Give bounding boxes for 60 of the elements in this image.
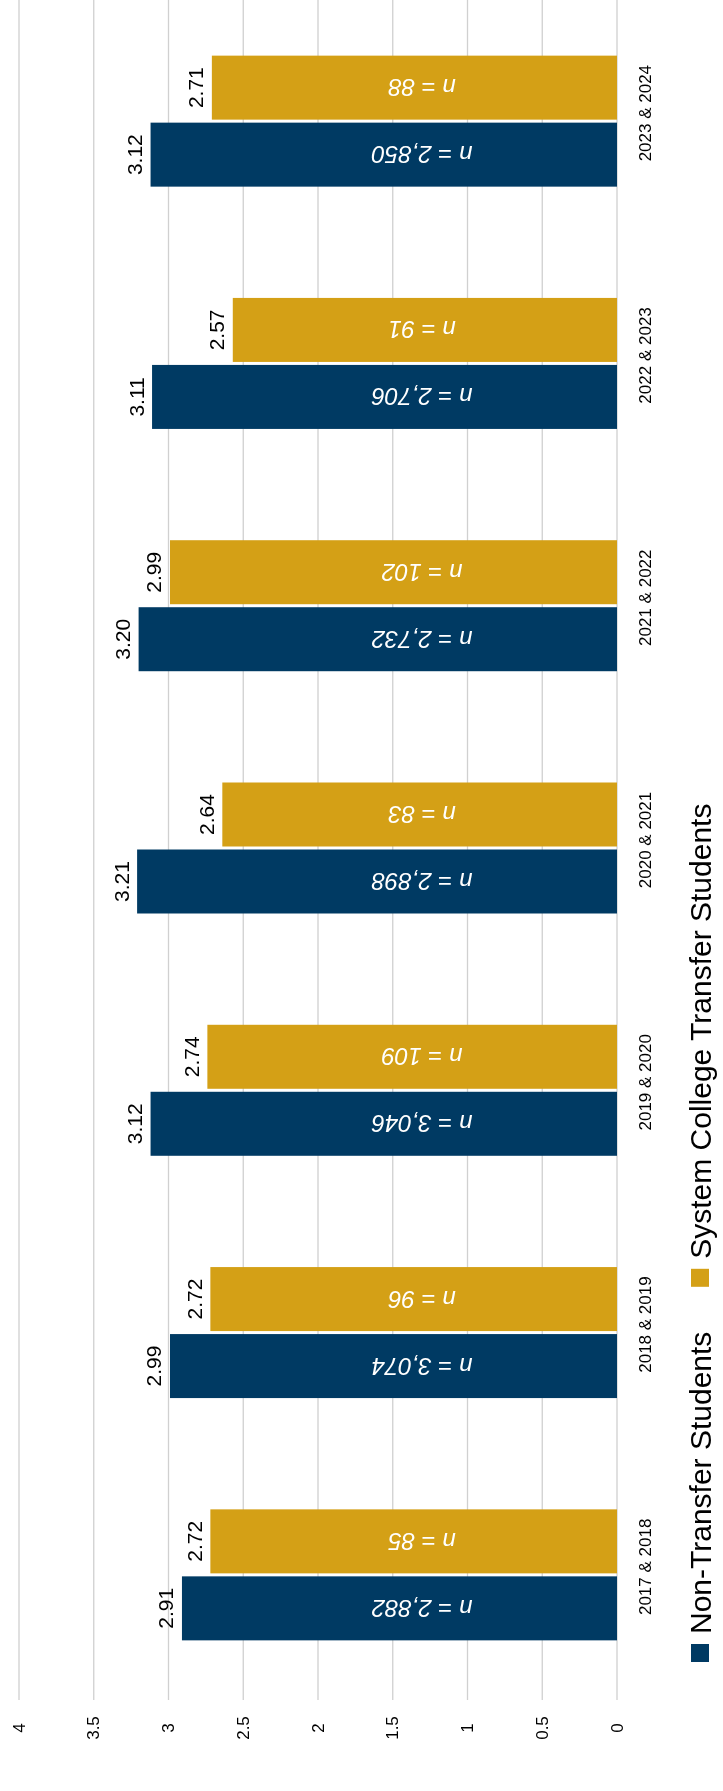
data-label: 2.74 (179, 1036, 203, 1078)
data-label: 3.20 (111, 618, 135, 660)
x-tick-label: 0 (607, 1723, 627, 1733)
x-tick-label: 3.5 (84, 1716, 104, 1740)
bar (150, 1091, 617, 1156)
y-tick-label: 2023 & 2024 (635, 64, 655, 162)
annotation: n = 91 (388, 316, 456, 344)
bar (222, 782, 617, 847)
x-tick-label: 1 (458, 1723, 477, 1733)
x-tick-label: 2 (308, 1723, 328, 1733)
annotation: n = 2,732 (371, 625, 473, 653)
y-tick-label: 2019 & 2020 (635, 1034, 655, 1131)
annotation: n = 109 (381, 1043, 463, 1071)
bar (211, 55, 617, 120)
data-label: 3.21 (109, 861, 133, 902)
annotation: n = 3,074 (371, 1352, 473, 1380)
y-tick-label: 2020 & 2021 (635, 791, 655, 889)
y-tick-label: 2018 & 2019 (635, 1276, 655, 1373)
bar (232, 297, 617, 362)
y-tick-label: 2017 & 2018 (635, 1518, 655, 1616)
annotation: n = 2,850 (370, 141, 473, 169)
data-label: 2.64 (194, 793, 218, 835)
data-label: 2.72 (182, 1520, 206, 1562)
y-tick-label: 2022 & 2023 (635, 307, 655, 404)
data-label: 2.91 (154, 1587, 178, 1629)
bar (181, 1576, 617, 1641)
x-tick-label: 0.5 (532, 1716, 552, 1740)
annotation: n = 85 (387, 1527, 456, 1555)
bar (137, 849, 617, 914)
bar (138, 607, 617, 672)
annotation: n = 2,706 (370, 383, 473, 411)
annotation: n = 83 (387, 801, 456, 828)
text: System College Transfer Students (683, 803, 717, 1259)
x-tick-label: 3 (159, 1723, 178, 1733)
bar (152, 364, 617, 429)
annotation: n = 2,898 (370, 868, 473, 895)
bar (170, 540, 617, 605)
data-label: 2.99 (142, 551, 166, 593)
x-tick-label: 2.5 (233, 1716, 253, 1740)
data-label: 3.12 (123, 134, 147, 176)
text: Non-Transfer Students (683, 1331, 717, 1634)
data-label: 3.11 (124, 377, 148, 417)
bar (210, 1509, 617, 1574)
data-label: 3.12 (123, 1103, 147, 1145)
data-label: 2.57 (205, 309, 229, 351)
annotation: n = 2,882 (371, 1594, 473, 1622)
y-tick-label: 2021 & 2022 (635, 549, 655, 646)
x-tick-label: 1.5 (383, 1716, 403, 1740)
data-label: 2.99 (142, 1345, 166, 1387)
bar (207, 1024, 617, 1089)
annotation: n = 3,046 (370, 1110, 473, 1138)
x-tick-label: 4 (9, 1723, 29, 1733)
bar (210, 1267, 617, 1332)
data-label: 2.72 (182, 1278, 206, 1320)
data-label: 2.71 (184, 67, 208, 109)
bar (150, 122, 617, 187)
annotation: n = 88 (387, 74, 456, 102)
annotation: n = 96 (387, 1285, 456, 1313)
annotation: n = 102 (381, 558, 463, 586)
bar (170, 1334, 617, 1399)
